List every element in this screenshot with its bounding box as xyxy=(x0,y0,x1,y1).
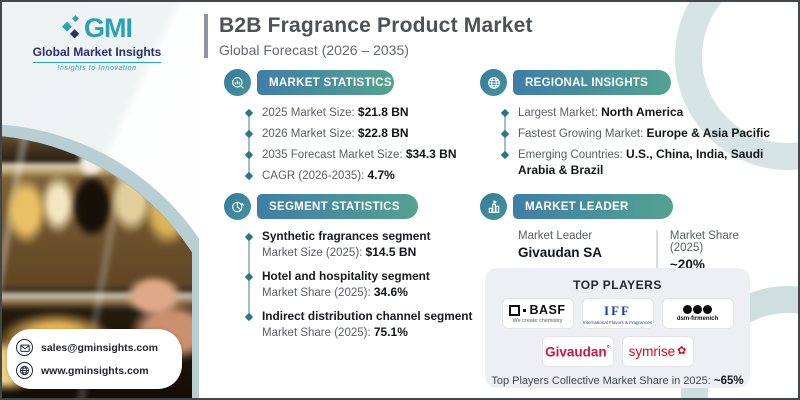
bullet-diamond-icon xyxy=(244,150,254,159)
symrise-logo-card: symrise ✿ xyxy=(621,336,694,367)
bullet-diamond-icon xyxy=(244,272,254,281)
contact-card: sales@gminsights.com www.gminsights.com xyxy=(7,329,182,389)
stat-item: 2025 Market Size: $21.8 BN xyxy=(244,105,472,121)
basf-square-icon xyxy=(509,304,521,316)
globe-icon xyxy=(16,362,33,379)
gmi-diamond-icon: ◆ ◆ ◆ xyxy=(62,13,80,40)
envelope-icon xyxy=(16,339,33,356)
page-header: B2B Fragrance Product Market Global Fore… xyxy=(204,14,533,58)
top-players-footer: Top Players Collective Market Share in 2… xyxy=(491,375,744,387)
bullet-diamond-icon xyxy=(244,108,254,117)
givaudan-mark-icon: ° xyxy=(606,343,610,353)
dsm-firmenich-logo-card: dsm-firmenich xyxy=(661,298,734,329)
iff-logo-card: IFF International Flavors & Fragrances xyxy=(581,298,654,329)
section-title-pill: MARKET STATISTICS xyxy=(257,70,394,95)
bullet-diamond-icon xyxy=(500,150,510,159)
bullet-diamond-icon xyxy=(244,171,254,180)
globe-icon xyxy=(480,69,507,96)
basf-logo-card: BASF We create chemistry xyxy=(501,298,574,329)
section-title-pill: SEGMENT STATISTICS xyxy=(257,194,418,219)
segment-item: Indirect distribution channel segment Ma… xyxy=(244,309,480,341)
stat-item: 2035 Forecast Market Size: $34.3 BN xyxy=(244,147,472,163)
top-players-title: TOP PLAYERS xyxy=(573,278,662,292)
bullet-diamond-icon xyxy=(500,129,510,138)
basf-tagline: We create chemistry xyxy=(512,318,563,324)
bullet-diamond-icon xyxy=(500,108,510,117)
contact-website-row[interactable]: www.gminsights.com xyxy=(16,359,168,382)
logo-company-name: Global Market Insights xyxy=(32,45,162,59)
segment-item: Hotel and hospitality segment Market Sha… xyxy=(244,269,480,301)
basf-dot-icon xyxy=(523,308,527,312)
chart-magnifier-icon xyxy=(224,69,251,96)
connector-line xyxy=(248,113,250,173)
stat-item: CAGR (2026-2035): 4.7% xyxy=(244,168,472,184)
logo-tagline: Insights to Innovation xyxy=(57,65,137,72)
iff-tagline: International Flavors & Fragrances xyxy=(582,319,653,325)
section-regional-insights: REGIONAL INSIGHTS Largest Market: North … xyxy=(480,69,780,184)
bullet-diamond-icon xyxy=(244,129,254,138)
stat-item: 2026 Market Size: $22.8 BN xyxy=(244,126,472,142)
segment-item: Synthetic fragrances segment Market Size… xyxy=(244,229,480,261)
market-leader-cell: Market Leader Givaudan SA xyxy=(518,230,603,260)
section-title-pill: REGIONAL INSIGHTS xyxy=(513,70,671,95)
insight-item: Fastest Growing Market: Europe & Asia Pa… xyxy=(500,126,780,142)
market-share-cell: Market Share (2025) ~20% xyxy=(655,230,762,272)
dsm-dots-icon xyxy=(683,305,712,314)
logo-divider xyxy=(33,62,161,63)
logo-acronym: GMI xyxy=(84,12,133,43)
sidebar: ◆ ◆ ◆ GMI Global Market Insights Insights … xyxy=(2,2,199,398)
pie-chart-icon xyxy=(224,193,251,220)
section-market-statistics: MARKET STATISTICS 2025 Market Size: $21.… xyxy=(224,69,472,189)
givaudan-logo-card: Givaudan° xyxy=(541,336,614,367)
bullet-diamond-icon xyxy=(244,232,254,241)
page-title: B2B Fragrance Product Market xyxy=(219,14,533,37)
insight-item: Largest Market: North America xyxy=(500,105,780,121)
section-title-pill: MARKET LEADER xyxy=(513,194,673,219)
symrise-flower-icon: ✿ xyxy=(677,345,687,357)
contact-email-row[interactable]: sales@gminsights.com xyxy=(16,336,168,359)
top-players-panel: TOP PLAYERS BASF We create chemistry IFF… xyxy=(485,268,750,388)
section-segment-statistics: SEGMENT STATISTICS Synthetic fragrances … xyxy=(224,193,480,349)
leader-podium-icon xyxy=(480,193,507,220)
insight-item: Emerging Countries: U.S., China, India, … xyxy=(500,147,780,179)
gmi-logo: ◆ ◆ ◆ GMI Global Market Insights Insights … xyxy=(2,12,192,73)
contact-email[interactable]: sales@gminsights.com xyxy=(41,341,159,354)
contact-website[interactable]: www.gminsights.com xyxy=(41,364,149,377)
section-market-leader: MARKET LEADER Market Leader Givaudan SA … xyxy=(480,193,762,272)
bullet-diamond-icon xyxy=(244,312,254,321)
page-subtitle: Global Forecast (2026 – 2035) xyxy=(219,42,409,58)
